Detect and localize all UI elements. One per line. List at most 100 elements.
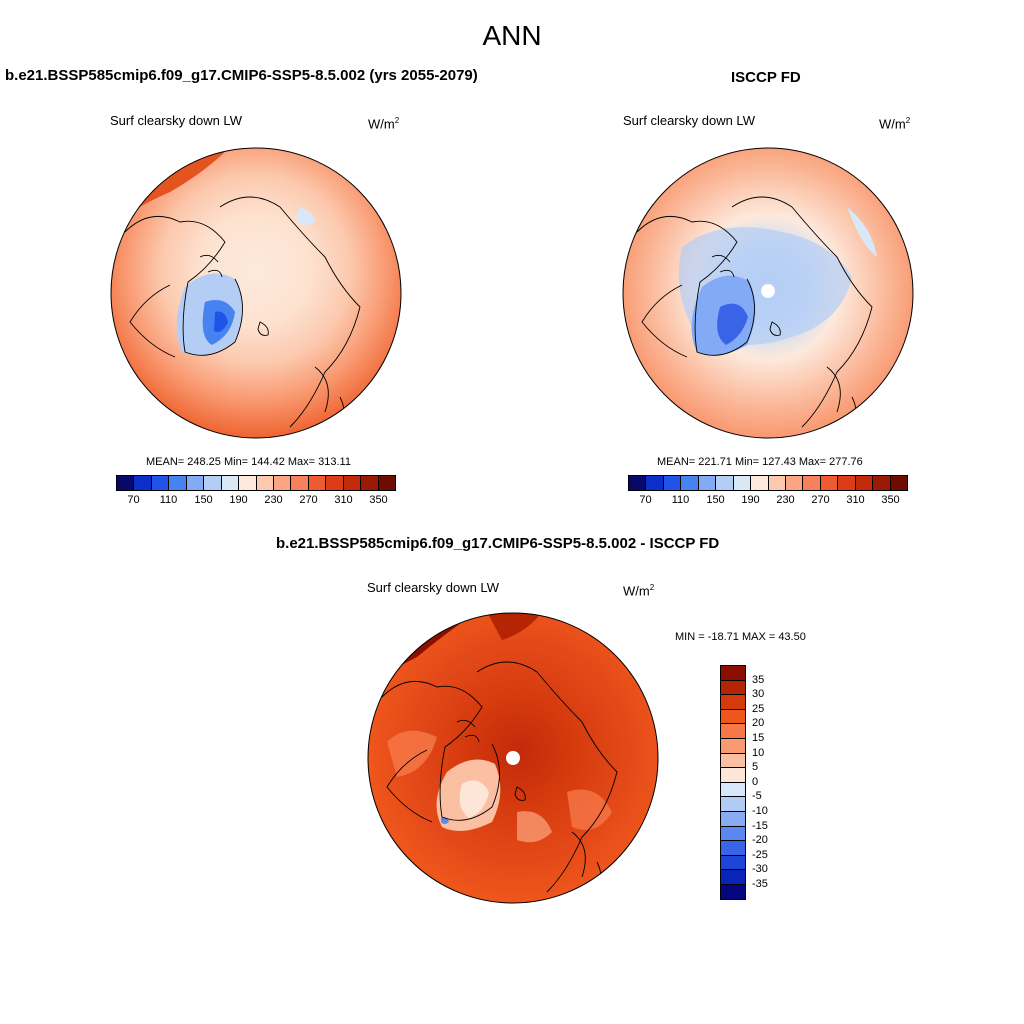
panel2-polar-map xyxy=(622,147,914,439)
colorbar-swatch xyxy=(721,666,745,681)
colorbar-tick-label: 350 xyxy=(369,494,388,506)
panel3-variable-label: Surf clearsky down LW xyxy=(367,580,499,595)
panel1-units: W/m2 xyxy=(368,116,400,132)
colorbar-tick-label: 230 xyxy=(264,494,283,506)
colorbar-tick-label: 20 xyxy=(752,717,765,730)
colorbar-tick-label: -15 xyxy=(752,819,768,832)
colorbar-swatch xyxy=(733,476,752,490)
colorbar-swatch xyxy=(721,855,745,871)
panel3-polar-map xyxy=(367,612,659,904)
panel3-units: W/m2 xyxy=(623,583,655,599)
colorbar-swatch xyxy=(204,476,222,490)
colorbar-tick-label: 15 xyxy=(752,732,765,744)
colorbar-tick-label: 70 xyxy=(639,494,652,506)
colorbar-tick-label: -35 xyxy=(752,878,768,890)
colorbar-swatch xyxy=(721,753,745,769)
panel1-polar-map xyxy=(110,147,402,439)
panel1-colorbar: 70 110 150 190 230 270 310 350 xyxy=(116,475,396,506)
colorbar-swatch xyxy=(721,811,745,827)
colorbar-swatch xyxy=(169,476,187,490)
colorbar-swatch xyxy=(721,680,745,696)
panel3-colorbar-boxes xyxy=(720,665,746,900)
colorbar-swatch xyxy=(291,476,309,490)
panel2-colorbar-boxes xyxy=(628,475,908,491)
panel1-colorbar-ticks: 70 110 150 190 230 270 310 350 xyxy=(116,491,396,506)
panel2-variable-label: Surf clearsky down LW xyxy=(623,113,755,128)
panel2-title: ISCCP FD xyxy=(731,69,801,86)
colorbar-tick-label: 5 xyxy=(752,761,759,774)
colorbar-tick-label: 350 xyxy=(881,494,900,506)
colorbar-swatch xyxy=(768,476,786,490)
colorbar-swatch xyxy=(134,476,152,490)
colorbar-swatch xyxy=(326,476,344,490)
main-title: ANN xyxy=(482,20,542,51)
colorbar-swatch xyxy=(681,476,699,490)
colorbar-tick-label: 10 xyxy=(752,746,765,759)
panel3-title: b.e21.BSSP585cmip6.f09_g17.CMIP6-SSP5-8.… xyxy=(276,535,720,552)
colorbar-swatch xyxy=(698,476,717,490)
panel2-units: W/m2 xyxy=(879,116,911,132)
colorbar-tick-label: 270 xyxy=(299,494,318,506)
colorbar-swatch xyxy=(721,709,745,725)
colorbar-swatch xyxy=(721,797,745,812)
colorbar-swatch xyxy=(721,724,745,739)
panel2-colorbar-ticks: 70 110 150 190 230 270 310 350 xyxy=(628,491,908,506)
colorbar-swatch xyxy=(721,782,745,798)
colorbar-tick-label: 110 xyxy=(671,494,690,506)
colorbar-tick-label: 190 xyxy=(741,494,760,506)
colorbar-tick-label: 150 xyxy=(194,494,213,506)
colorbar-tick-label: 270 xyxy=(811,494,830,506)
colorbar-swatch xyxy=(273,476,292,490)
colorbar-swatch xyxy=(721,768,745,783)
panel2-stats: MEAN= 221.71 Min= 127.43 Max= 277.76 xyxy=(657,456,863,468)
colorbar-swatch xyxy=(721,884,745,899)
panel1-stats: MEAN= 248.25 Min= 144.42 Max= 313.11 xyxy=(146,456,351,468)
colorbar-swatch xyxy=(785,476,804,490)
colorbar-swatch xyxy=(239,476,257,490)
colorbar-swatch xyxy=(721,695,745,710)
colorbar-tick-label: 25 xyxy=(752,702,765,715)
colorbar-tick-label: 230 xyxy=(776,494,795,506)
colorbar-swatch xyxy=(151,476,170,490)
colorbar-swatch xyxy=(838,476,856,490)
colorbar-swatch xyxy=(308,476,327,490)
colorbar-tick-label: 310 xyxy=(846,494,865,506)
colorbar-tick-label: 0 xyxy=(752,775,759,788)
colorbar-tick-label: 310 xyxy=(334,494,353,506)
colorbar-tick-label: -5 xyxy=(752,790,762,803)
panel1-variable-label: Surf clearsky down LW xyxy=(110,113,242,128)
colorbar-tick-label: -20 xyxy=(752,834,768,847)
colorbar-swatch xyxy=(890,476,907,490)
panel2-colorbar: 70 110 150 190 230 270 310 350 xyxy=(628,475,908,506)
panel3-colorbar: 35 30 25 20 15 10 5 0 -5 -10 -15 -20 -25 -30 -35 xyxy=(720,665,768,900)
colorbar-swatch xyxy=(221,476,240,490)
colorbar-tick-label: 110 xyxy=(159,494,178,506)
colorbar-swatch xyxy=(721,826,745,842)
colorbar-swatch xyxy=(629,476,647,490)
colorbar-tick-label: 30 xyxy=(752,688,765,701)
colorbar-tick-label: 150 xyxy=(706,494,725,506)
colorbar-swatch xyxy=(873,476,891,490)
colorbar-swatch xyxy=(716,476,734,490)
colorbar-swatch xyxy=(721,870,745,885)
colorbar-swatch xyxy=(820,476,839,490)
colorbar-swatch xyxy=(256,476,274,490)
colorbar-swatch xyxy=(117,476,135,490)
colorbar-swatch xyxy=(343,476,362,490)
colorbar-tick-label: 70 xyxy=(127,494,140,506)
colorbar-swatch xyxy=(721,841,745,856)
colorbar-swatch xyxy=(751,476,769,490)
colorbar-tick-label: -30 xyxy=(752,863,768,876)
colorbar-swatch xyxy=(721,738,745,754)
colorbar-swatch xyxy=(855,476,874,490)
colorbar-swatch xyxy=(186,476,205,490)
panel1-colorbar-boxes xyxy=(116,475,396,491)
colorbar-tick-label: -25 xyxy=(752,848,768,861)
colorbar-tick-label: 35 xyxy=(752,673,765,686)
colorbar-tick-label: -10 xyxy=(752,805,768,817)
colorbar-tick-label: 190 xyxy=(229,494,248,506)
panel3-stats: MIN = -18.71 MAX = 43.50 xyxy=(675,631,806,643)
colorbar-swatch xyxy=(663,476,682,490)
colorbar-swatch xyxy=(378,476,395,490)
panel1-title: b.e21.BSSP585cmip6.f09_g17.CMIP6-SSP5-8.… xyxy=(5,67,478,84)
